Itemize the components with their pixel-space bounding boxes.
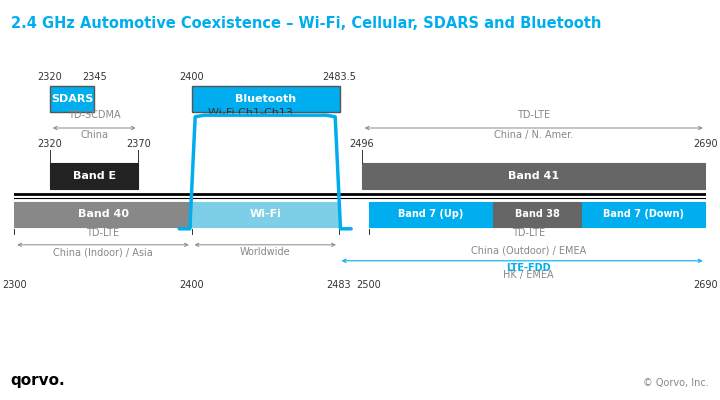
Text: TD-LTE: TD-LTE [512, 228, 545, 238]
Text: Worldwide: Worldwide [240, 247, 290, 257]
Text: Wi-Fi Ch1-Ch13: Wi-Fi Ch1-Ch13 [207, 108, 292, 118]
Text: TD-SCDMA: TD-SCDMA [68, 110, 120, 120]
Text: 2496: 2496 [349, 139, 374, 149]
Text: Band 7 (Up): Band 7 (Up) [398, 209, 464, 219]
Text: 2400: 2400 [179, 280, 204, 290]
Text: 2.4 GHz Automotive Coexistence – Wi-Fi, Cellular, SDARS and Bluetooth: 2.4 GHz Automotive Coexistence – Wi-Fi, … [11, 16, 601, 31]
Text: 2483.5: 2483.5 [323, 72, 356, 82]
Text: TD-LTE: TD-LTE [86, 228, 120, 238]
Bar [338, 202, 369, 227]
Text: Band E: Band E [73, 171, 116, 181]
Text: SDARS: SDARS [51, 94, 93, 104]
Text: © Qorvo, Inc.: © Qorvo, Inc. [644, 378, 709, 388]
Bar [493, 202, 582, 227]
Bar [361, 163, 706, 189]
Text: Band 41: Band 41 [508, 171, 559, 181]
Bar [50, 86, 94, 112]
Text: 2370: 2370 [126, 139, 150, 149]
Bar [50, 163, 138, 189]
Text: LTE-FDD: LTE-FDD [506, 263, 551, 273]
Text: China / N. Amer.: China / N. Amer. [494, 130, 573, 140]
Text: 2320: 2320 [37, 139, 62, 149]
Text: 2500: 2500 [356, 280, 381, 290]
Text: 2690: 2690 [693, 139, 718, 149]
Text: Wi-Fi: Wi-Fi [249, 209, 281, 219]
Text: TD-LTE: TD-LTE [517, 110, 550, 120]
Bar [192, 86, 340, 112]
Text: 2400: 2400 [179, 72, 204, 82]
Text: qorvo.: qorvo. [11, 373, 66, 388]
Bar [369, 202, 493, 227]
Bar [192, 202, 338, 227]
Text: Band 7 (Down): Band 7 (Down) [603, 209, 684, 219]
Text: China: China [80, 130, 108, 140]
Text: China (Indoor) / Asia: China (Indoor) / Asia [53, 247, 153, 257]
Text: Band 38: Band 38 [515, 209, 559, 219]
Text: Bluetooth: Bluetooth [235, 94, 296, 104]
Text: Band 40: Band 40 [78, 209, 128, 219]
Text: 2483: 2483 [326, 280, 351, 290]
Text: 2300: 2300 [2, 280, 27, 290]
Text: 2345: 2345 [82, 72, 107, 82]
Text: 2690: 2690 [693, 280, 718, 290]
Text: HK / EMEA: HK / EMEA [503, 270, 554, 280]
Bar [14, 202, 192, 227]
Text: China (Outdoor) / EMEA: China (Outdoor) / EMEA [471, 246, 586, 256]
Text: 2320: 2320 [37, 72, 62, 82]
Bar [582, 202, 706, 227]
